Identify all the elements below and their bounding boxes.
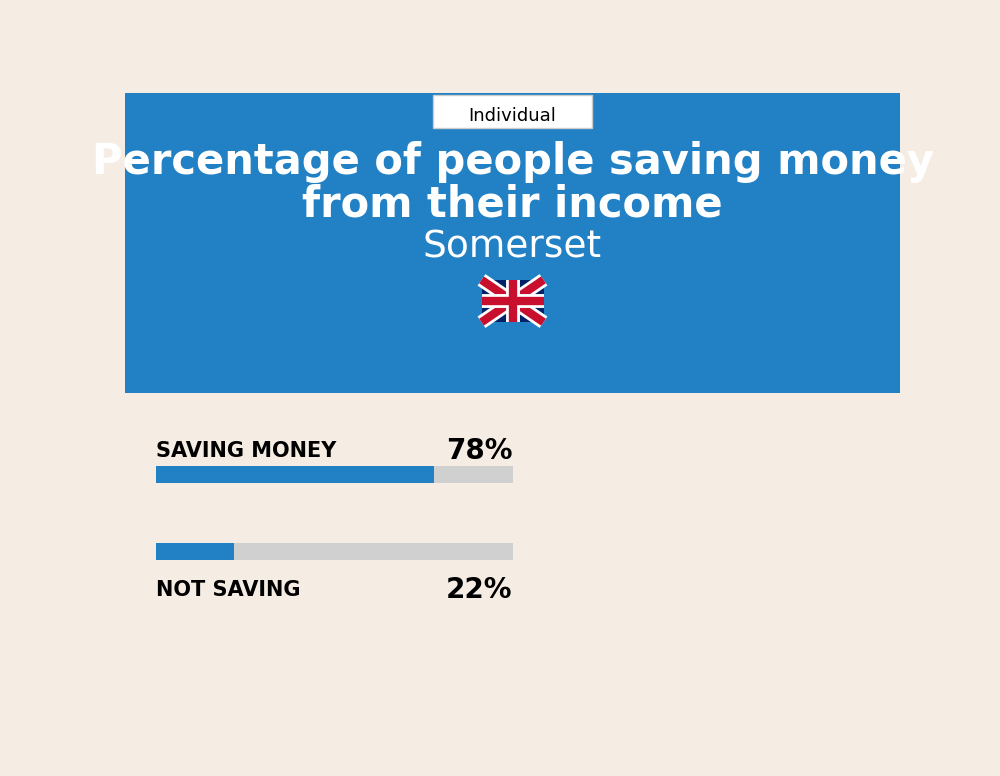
Bar [125,93,900,332]
Bar [156,466,512,483]
Ellipse shape [9,224,1000,440]
Text: 22%: 22% [446,576,512,604]
Text: Somerset: Somerset [423,229,602,265]
Text: SAVING MONEY: SAVING MONEY [156,442,336,461]
Bar [156,542,512,559]
Bar [0,393,1000,776]
Bar [156,542,234,559]
Text: 78%: 78% [446,437,512,465]
Bar [482,280,544,322]
Text: Percentage of people saving money: Percentage of people saving money [92,141,934,183]
FancyBboxPatch shape [433,95,592,128]
Text: NOT SAVING: NOT SAVING [156,580,300,600]
Text: from their income: from their income [302,184,723,226]
Text: Individual: Individual [469,107,556,125]
Bar [156,466,434,483]
